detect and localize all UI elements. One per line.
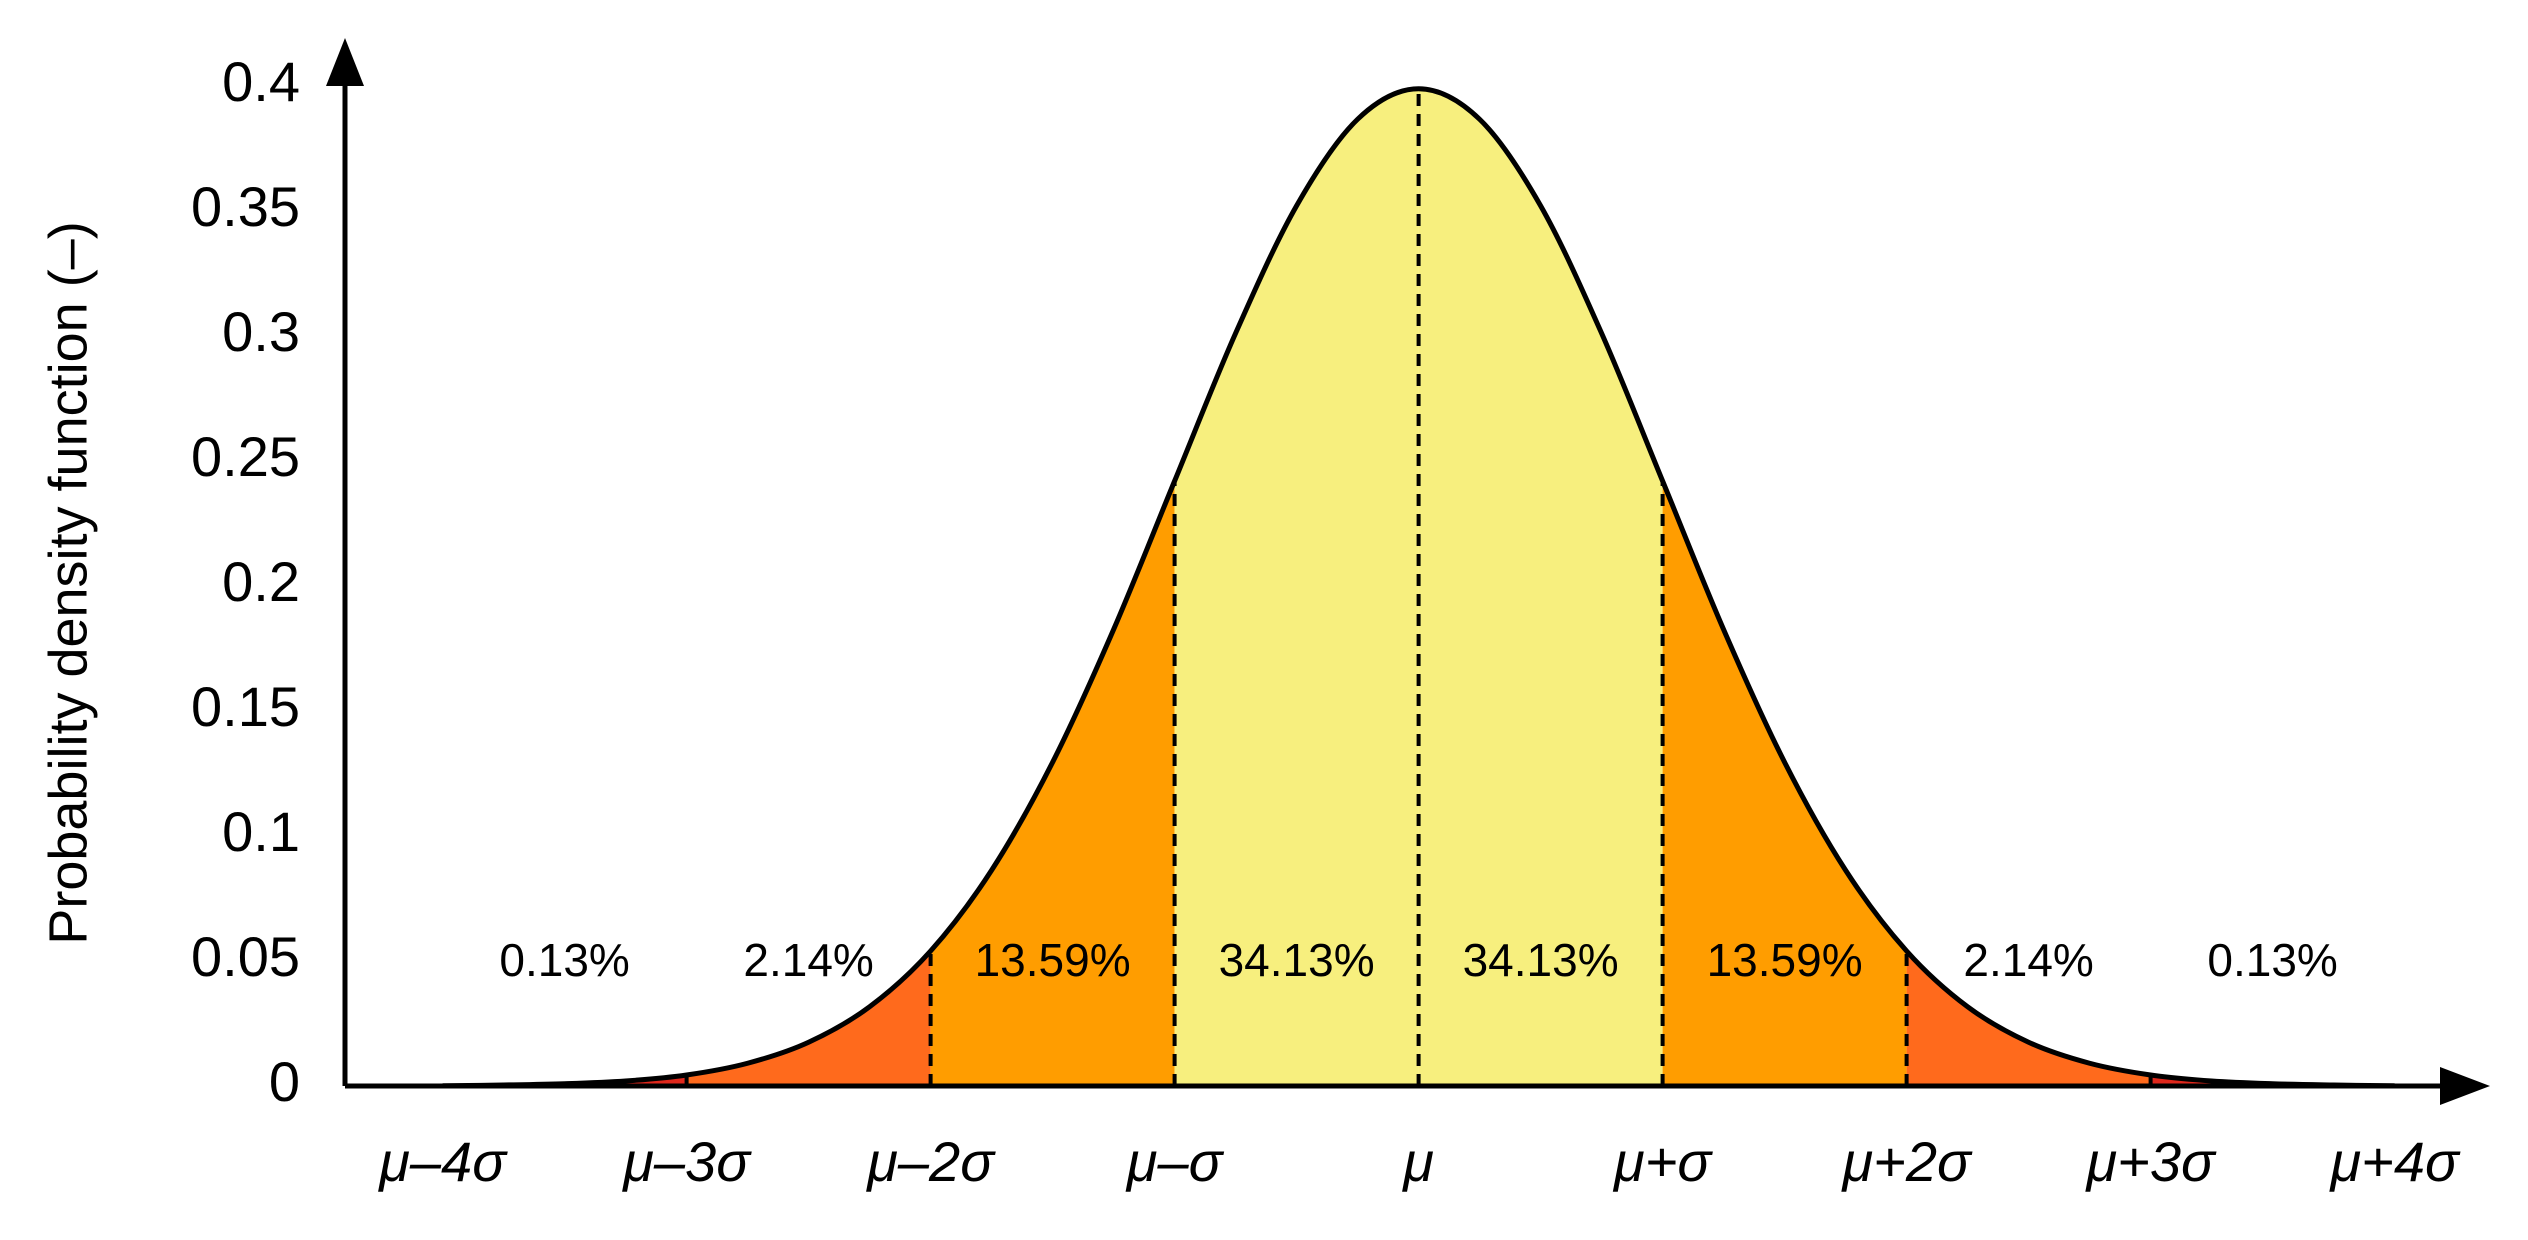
x-tick-label: μ+4σ — [2328, 1130, 2461, 1193]
y-axis-arrow — [326, 38, 364, 86]
region-label: 2.14% — [743, 934, 873, 986]
region-label: 13.59% — [975, 934, 1131, 986]
x-tick-label: μ+σ — [1612, 1130, 1713, 1193]
y-tick-label: 0.15 — [191, 675, 300, 738]
x-tick-label: μ–3σ — [621, 1130, 752, 1193]
x-axis-arrow — [2440, 1067, 2490, 1105]
region — [1906, 951, 2151, 1086]
curve-layer — [442, 86, 2395, 1089]
x-tick-label: μ–4σ — [377, 1130, 508, 1193]
region — [686, 951, 931, 1086]
region-label: 0.13% — [2207, 934, 2337, 986]
density-curve — [442, 86, 2395, 1089]
y-tick-label: 0.25 — [191, 425, 300, 488]
y-tick-label: 0.35 — [191, 175, 300, 238]
x-tick-label: μ+3σ — [2084, 1130, 2217, 1193]
region-label: 13.59% — [1707, 934, 1863, 986]
region-label: 34.13% — [1219, 934, 1375, 986]
region-label: 2.14% — [1963, 934, 2093, 986]
axes — [326, 38, 2490, 1105]
y-tick-label: 0.2 — [222, 550, 300, 613]
y-tick-label: 0 — [269, 1050, 300, 1113]
y-tick-label: 0.4 — [222, 50, 300, 113]
x-tick-label: μ–σ — [1125, 1130, 1225, 1193]
region-label: 34.13% — [1463, 934, 1619, 986]
x-tick-label: μ — [1401, 1130, 1434, 1193]
labels: 0 0.05 0.1 0.15 0.2 0.25 0.3 0.35 0.4 μ–4σ μ–3σ μ–2… — [191, 50, 2461, 1193]
y-tick-label: 0.1 — [222, 800, 300, 863]
x-tick-label: μ–2σ — [865, 1130, 996, 1193]
y-tick-label: 0.3 — [222, 300, 300, 363]
x-tick-label: μ+2σ — [1840, 1130, 1973, 1193]
region-label: 0.13% — [499, 934, 629, 986]
y-axis-label: Probability density function (–) — [38, 221, 98, 944]
y-tick-label: 0.05 — [191, 925, 300, 988]
